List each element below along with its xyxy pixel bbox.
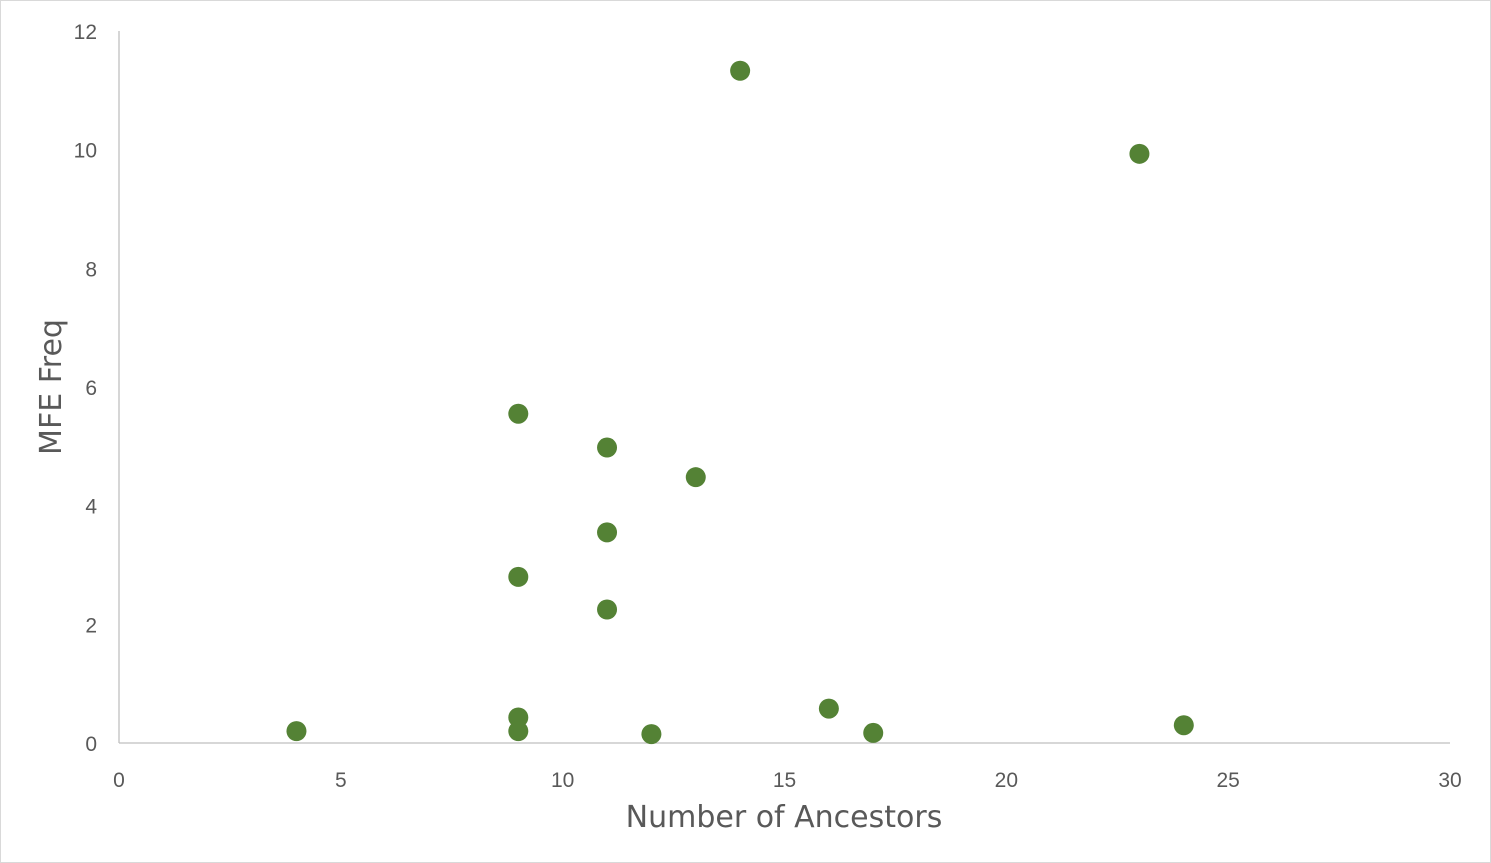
- data-point: [597, 599, 618, 620]
- data-points: [286, 60, 1194, 745]
- data-point: [730, 60, 751, 81]
- x-tick-label: 20: [995, 769, 1018, 792]
- data-point: [1129, 143, 1150, 164]
- y-tick-label: 4: [85, 496, 97, 519]
- data-point: [1173, 715, 1194, 736]
- data-point: [863, 722, 884, 743]
- data-point: [597, 522, 618, 543]
- x-tick-labels: 0 5 10 15 20 25 30: [113, 769, 1462, 792]
- data-point: [818, 698, 839, 719]
- x-tick-label: 30: [1438, 769, 1461, 792]
- y-axis-title: MFE Freq: [34, 319, 69, 455]
- data-point: [685, 467, 706, 488]
- x-tick-label: 10: [551, 769, 574, 792]
- y-tick-label: 2: [85, 614, 97, 637]
- x-tick-label: 25: [1216, 769, 1239, 792]
- y-tick-label: 8: [85, 258, 97, 281]
- data-point: [508, 721, 529, 742]
- y-tick-labels: 0 2 4 6 8 10 12: [74, 21, 98, 756]
- data-point: [286, 721, 307, 742]
- y-tick-label: 6: [85, 377, 97, 400]
- data-point: [597, 437, 618, 458]
- x-tick-label: 5: [335, 769, 347, 792]
- data-point: [508, 403, 529, 424]
- x-tick-label: 0: [113, 769, 125, 792]
- data-point: [508, 566, 529, 587]
- y-tick-label: 0: [85, 733, 97, 756]
- x-axis-title: Number of Ancestors: [626, 800, 943, 835]
- y-tick-label: 12: [74, 21, 97, 44]
- y-tick-label: 10: [74, 140, 97, 163]
- data-point: [641, 724, 662, 745]
- x-tick-label: 15: [773, 769, 796, 792]
